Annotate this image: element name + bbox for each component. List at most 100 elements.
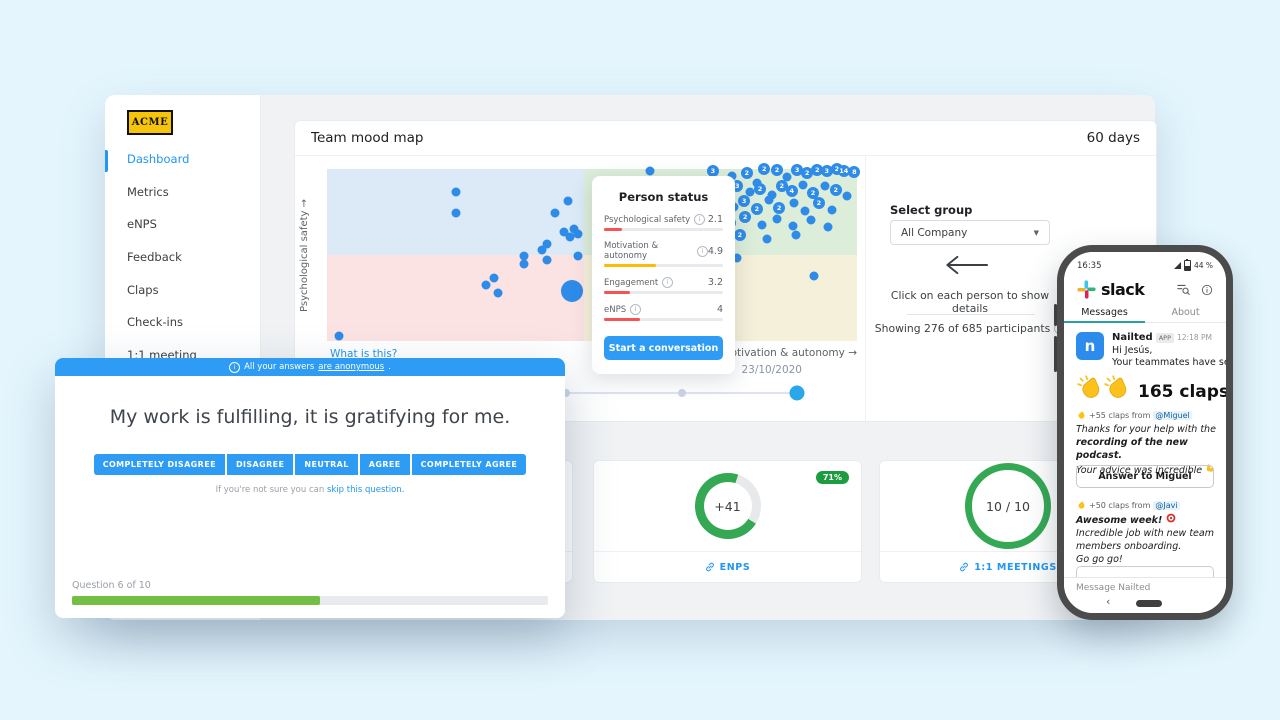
scatter-dot[interactable]	[451, 208, 461, 218]
info-icon[interactable]	[630, 304, 642, 315]
what-is-this-link[interactable]: What is this?	[330, 348, 398, 360]
tab-about[interactable]: About	[1171, 307, 1200, 318]
scatter-dot[interactable]: 2	[775, 180, 788, 193]
scatter-dot[interactable]	[772, 214, 782, 224]
sidebar-item-feedback[interactable]: Feedback	[127, 250, 182, 264]
sidebar-item-dashboard[interactable]: Dashboard	[127, 152, 190, 166]
sidebar-item-enps[interactable]: eNPS	[127, 217, 157, 231]
sidebar-item-checkins[interactable]: Check-ins	[127, 315, 184, 329]
tab-messages[interactable]: Messages	[1081, 307, 1128, 318]
meetings-link[interactable]: 1:1 MEETINGS	[880, 551, 1136, 582]
slider-handle[interactable]	[789, 385, 805, 401]
scatter-dot[interactable]	[519, 259, 529, 269]
scatter-dot[interactable]	[745, 187, 755, 197]
scatter-dot[interactable]: 2	[807, 187, 819, 200]
scatter-dot[interactable]: 3	[820, 165, 833, 178]
scatter-dot[interactable]	[762, 234, 772, 244]
scatter-dot[interactable]	[782, 172, 792, 182]
scatter-dot[interactable]	[550, 208, 560, 218]
scatter-dot[interactable]	[788, 221, 798, 231]
home-gesture-pill[interactable]	[1136, 600, 1162, 607]
scatter-dot[interactable]: 14	[837, 165, 850, 178]
scatter-dot[interactable]: 2	[740, 166, 753, 179]
scatter-dot[interactable]	[560, 279, 583, 302]
scatter-dot[interactable]	[563, 196, 573, 206]
info-icon[interactable]	[1201, 284, 1213, 296]
info-icon[interactable]	[662, 277, 674, 288]
scatter-dot[interactable]	[820, 181, 830, 191]
scatter-dot[interactable]	[727, 171, 737, 181]
scatter-dot[interactable]	[806, 215, 816, 225]
answer-completely-agree[interactable]: COMPLETELY AGREE	[411, 454, 527, 475]
start-conversation-button[interactable]: Start a conversation	[604, 336, 723, 360]
scatter-dot[interactable]: 2	[758, 163, 771, 175]
scatter-dot[interactable]	[842, 191, 852, 201]
scatter-dot[interactable]: 2	[829, 183, 842, 196]
mention-javi[interactable]: @Javi	[1153, 500, 1180, 510]
scatter-dot[interactable]	[809, 271, 819, 281]
answer-completely-disagree[interactable]: COMPLETELY DISAGREE	[93, 454, 225, 475]
back-chevron-icon[interactable]: ‹	[1106, 595, 1111, 608]
scatter-dot[interactable]: 2	[754, 182, 766, 195]
timeline-slider[interactable]	[535, 385, 805, 401]
scatter-dot[interactable]	[798, 180, 808, 190]
scatter-dot[interactable]	[791, 230, 801, 240]
scatter-dot[interactable]: 2	[739, 210, 752, 223]
scatter-dot[interactable]: 4	[785, 185, 798, 198]
scatter-dot[interactable]: 2	[773, 202, 786, 215]
info-icon[interactable]	[694, 214, 706, 225]
scatter-dot[interactable]	[559, 227, 569, 237]
scatter-dot[interactable]	[732, 253, 742, 263]
scatter-dot[interactable]	[537, 245, 547, 255]
scatter-dot[interactable]: 2	[770, 164, 783, 177]
scatter-dot[interactable]	[645, 166, 655, 176]
scatter-dot[interactable]	[334, 331, 344, 341]
scatter-dot[interactable]: 3	[791, 164, 804, 177]
info-icon[interactable]	[696, 245, 708, 257]
scatter-dot[interactable]: 2	[801, 166, 814, 179]
scatter-dot[interactable]	[565, 232, 575, 242]
answer-agree[interactable]: AGREE	[359, 454, 410, 475]
scatter-dot[interactable]	[493, 288, 503, 298]
date-range-label[interactable]: 60 days	[1086, 130, 1140, 146]
scatter-dot[interactable]	[519, 251, 529, 261]
scatter-dot[interactable]	[573, 251, 583, 261]
scatter-dot[interactable]	[800, 206, 810, 216]
mention-miguel[interactable]: @Miguel	[1153, 410, 1192, 420]
group-select[interactable]: All Company ▼	[890, 220, 1050, 245]
scatter-dot[interactable]: 8	[848, 165, 861, 178]
scatter-dot[interactable]	[489, 273, 499, 283]
scatter-dot[interactable]	[764, 195, 774, 205]
search-filter-icon[interactable]	[1177, 283, 1190, 296]
scatter-dot[interactable]: 2	[750, 203, 763, 216]
sidebar-item-claps[interactable]: Claps	[127, 283, 159, 297]
partial-answer-button[interactable]	[1076, 566, 1214, 577]
scatter-dot[interactable]: 2	[812, 197, 825, 210]
scatter-dot[interactable]	[823, 222, 833, 232]
slider-tick[interactable]	[562, 389, 571, 397]
message-composer[interactable]: Message Nailted	[1076, 583, 1151, 593]
scatter-dot[interactable]: 3	[706, 165, 719, 178]
anonymous-link[interactable]: are anonymous	[318, 362, 385, 372]
enps-link[interactable]: ENPS	[594, 551, 861, 582]
scatter-dot[interactable]	[757, 220, 767, 230]
scatter-dot[interactable]	[542, 239, 552, 249]
answer-disagree[interactable]: DISAGREE	[226, 454, 294, 475]
scatter-dot[interactable]	[569, 224, 579, 234]
scatter-dot[interactable]	[789, 198, 799, 208]
slider-tick[interactable]	[677, 389, 686, 397]
scatter-dot[interactable]: 2	[733, 229, 746, 242]
answer-miguel-button[interactable]: Answer to Miguel	[1076, 465, 1214, 488]
answer-neutral[interactable]: NEUTRAL	[295, 454, 358, 475]
scatter-dot[interactable]	[451, 187, 461, 197]
scatter-dot[interactable]: 2	[811, 164, 824, 177]
skip-question-link[interactable]: skip this question.	[326, 485, 405, 495]
scatter-dot[interactable]	[767, 190, 777, 200]
scatter-dot[interactable]	[481, 280, 491, 290]
sidebar-item-metrics[interactable]: Metrics	[127, 185, 169, 199]
scatter-dot[interactable]	[752, 178, 762, 188]
scatter-dot[interactable]	[827, 205, 837, 215]
scatter-dot[interactable]: 3	[738, 194, 751, 207]
scatter-dot[interactable]	[573, 229, 583, 239]
scatter-dot[interactable]	[542, 255, 552, 265]
